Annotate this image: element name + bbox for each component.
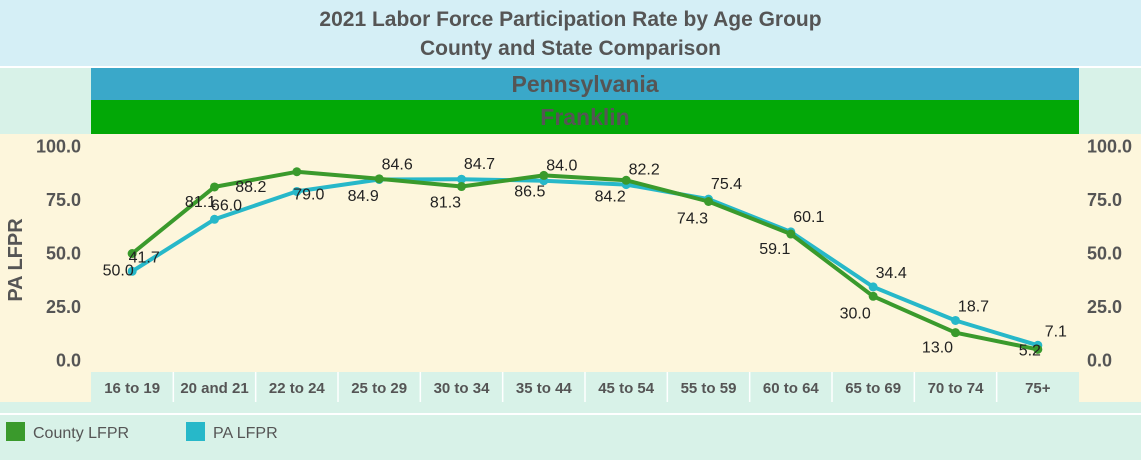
data-point-pa xyxy=(292,186,302,196)
data-label-pa: 75.4 xyxy=(711,176,742,193)
data-point-county xyxy=(951,328,960,338)
data-label-county: 81.3 xyxy=(430,195,461,212)
data-point-county xyxy=(210,182,219,192)
data-label-pa: 60.1 xyxy=(793,209,824,226)
chart-subtitle: County and State Comparison xyxy=(419,37,722,60)
data-label-county: 84.2 xyxy=(595,188,626,205)
data-label-pa: 66.0 xyxy=(211,197,242,214)
legend-swatch-county xyxy=(6,422,25,441)
x-tick-label: 55 to 59 xyxy=(681,380,737,397)
data-label-pa: 7.1 xyxy=(1045,323,1067,340)
x-tick-label: 65 to 69 xyxy=(845,380,901,397)
data-point-county xyxy=(374,174,384,184)
data-point-pa xyxy=(210,214,219,224)
data-point-county xyxy=(292,167,302,177)
y-tick-label-right: 50.0 xyxy=(1087,244,1122,264)
data-point-county xyxy=(539,170,549,180)
band-pennsylvania xyxy=(91,68,1079,100)
data-point-pa xyxy=(868,282,878,292)
data-point-pa xyxy=(457,174,466,184)
chart-title: 2021 Labor Force Participation Rate by A… xyxy=(319,8,822,31)
legend-label-pa: PA LFPR xyxy=(213,425,278,442)
y-tick-label-left: 50.0 xyxy=(46,244,81,264)
data-label-county: 30.0 xyxy=(840,305,871,322)
data-label-pa: 34.4 xyxy=(876,265,907,282)
y-tick-label-left: 100.0 xyxy=(36,137,81,157)
data-label-pa: 18.7 xyxy=(958,298,989,315)
y-tick-label-left: 75.0 xyxy=(46,190,81,210)
data-label-county: 86.5 xyxy=(514,183,545,200)
data-label-county: 84.9 xyxy=(348,188,379,205)
data-point-county xyxy=(786,229,796,239)
x-tick-label: 45 to 54 xyxy=(598,380,655,397)
y-tick-label-right: 75.0 xyxy=(1087,190,1122,210)
legend-background xyxy=(0,415,1141,460)
x-axis-left-corner xyxy=(0,372,91,402)
x-tick-label: 22 to 24 xyxy=(269,380,326,397)
y-tick-label-right: 25.0 xyxy=(1087,297,1122,317)
data-label-county: 59.1 xyxy=(759,241,790,258)
data-point-pa xyxy=(951,315,960,325)
legend-swatch-pa xyxy=(186,422,205,441)
data-point-county xyxy=(457,182,466,192)
data-label-pa: 84.0 xyxy=(546,158,577,175)
x-tick-label: 16 to 19 xyxy=(104,380,160,397)
chart-title-band: 2021 Labor Force Participation Rate by A… xyxy=(0,0,1141,66)
band-label-franklin: Franklin xyxy=(540,104,629,130)
data-point-pa xyxy=(127,266,137,276)
y-axis-label: PA LFPR xyxy=(5,218,27,302)
data-point-county xyxy=(127,249,137,258)
x-tick-label: 60 to 64 xyxy=(763,380,820,397)
series-line-pa xyxy=(131,177,1039,348)
data-label-county: 13.0 xyxy=(922,340,953,357)
data-label-pa: 79.0 xyxy=(293,186,324,203)
x-tick-label: 30 to 34 xyxy=(434,380,491,397)
data-label-pa: 84.6 xyxy=(382,156,413,173)
data-label-pa: 84.7 xyxy=(464,156,495,173)
data-label-county: 50.0 xyxy=(103,263,134,280)
y-tick-label-right: 0.0 xyxy=(1087,351,1112,371)
x-tick-label: 35 to 44 xyxy=(516,380,573,397)
data-label-county: 74.3 xyxy=(677,210,708,227)
x-axis-right-corner xyxy=(1079,372,1141,402)
x-tick-label: 75+ xyxy=(1025,380,1051,397)
band-label-pennsylvania: Pennsylvania xyxy=(511,71,658,97)
data-point-county xyxy=(1033,344,1043,354)
data-label-county: 88.2 xyxy=(235,179,266,196)
x-tick-label: 20 and 21 xyxy=(180,380,248,397)
x-tick-label: 25 to 29 xyxy=(351,380,407,397)
data-label-county: 5.2 xyxy=(1019,342,1041,359)
y-tick-label-right: 100.0 xyxy=(1087,137,1132,157)
series-line-county xyxy=(130,169,1039,352)
data-label-pa: 82.2 xyxy=(629,162,660,179)
data-point-county xyxy=(621,175,631,185)
y-tick-label-left: 25.0 xyxy=(46,297,81,317)
band-franklin xyxy=(91,100,1079,134)
data-point-county xyxy=(868,291,878,301)
data-label-pa: 41.7 xyxy=(129,249,160,266)
data-point-county xyxy=(704,196,713,206)
data-label-county: 81.1 xyxy=(185,194,216,211)
x-tick-label: 70 to 74 xyxy=(928,380,985,397)
y-tick-label-left: 0.0 xyxy=(56,351,81,371)
legend-label-county: County LFPR xyxy=(33,425,129,442)
